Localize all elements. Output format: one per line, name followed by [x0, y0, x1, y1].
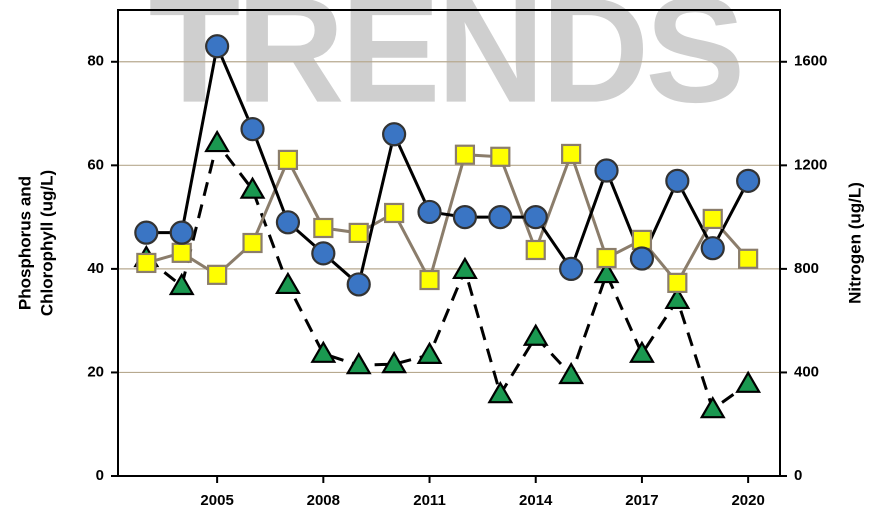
y-tick-label: 0 — [96, 467, 104, 484]
x-tick-label: 2020 — [731, 492, 764, 509]
y-tick-label: 40 — [87, 260, 104, 277]
point — [384, 202, 405, 224]
point — [561, 143, 582, 165]
point — [204, 129, 231, 153]
point — [664, 286, 691, 310]
x-tick-label: 2005 — [200, 492, 233, 509]
point — [134, 220, 159, 245]
point — [665, 168, 690, 193]
point — [136, 252, 157, 274]
point — [629, 340, 655, 363]
point — [242, 232, 263, 254]
point — [487, 380, 514, 404]
y-tick-label: 80 — [87, 53, 104, 70]
watermark: TRENDS — [149, 0, 742, 134]
point — [629, 246, 655, 271]
point — [382, 122, 407, 147]
point — [169, 220, 194, 245]
point — [522, 323, 549, 346]
point — [239, 176, 266, 199]
point — [417, 199, 442, 225]
point — [275, 210, 301, 235]
point — [207, 264, 228, 285]
point — [738, 248, 759, 269]
point — [310, 340, 337, 363]
y2-axis-label: Nitrogen (ug/L) — [845, 182, 864, 304]
y-tick-label: 60 — [87, 156, 104, 173]
y-tick-label: 20 — [87, 363, 104, 380]
y2-tick-label: 800 — [794, 260, 819, 277]
point — [702, 208, 723, 230]
point — [348, 222, 369, 244]
point — [699, 396, 726, 419]
point — [488, 205, 513, 230]
point — [381, 350, 408, 374]
point — [735, 370, 762, 393]
point — [700, 236, 725, 261]
point — [240, 116, 265, 142]
point — [593, 260, 620, 284]
point — [277, 149, 299, 170]
point — [275, 271, 301, 295]
series-line — [145, 139, 750, 412]
y-axis-label: Chlorophyll (ug/L) — [37, 170, 56, 316]
point — [454, 144, 476, 165]
point — [313, 217, 334, 239]
point — [667, 272, 688, 293]
x-tick-label: 2017 — [625, 492, 658, 509]
y2-tick-label: 400 — [794, 363, 819, 380]
x-tick-label: 2008 — [307, 492, 340, 509]
point — [168, 272, 195, 296]
point — [311, 241, 336, 266]
point — [416, 341, 443, 364]
point — [419, 269, 440, 291]
point — [523, 205, 548, 230]
point — [452, 256, 478, 280]
point — [559, 256, 584, 281]
point — [346, 272, 371, 297]
point — [171, 242, 192, 263]
point — [631, 229, 653, 250]
point — [525, 239, 546, 261]
point — [558, 361, 585, 385]
x-tick-label: 2011 — [413, 492, 446, 509]
point — [594, 158, 619, 183]
y2-tick-label: 0 — [794, 467, 802, 484]
y2-tick-label: 1200 — [794, 156, 827, 173]
series-line — [145, 149, 750, 286]
point — [205, 34, 230, 59]
point — [736, 168, 761, 193]
point — [345, 352, 372, 375]
plot-frame — [117, 9, 781, 477]
x-tick-label: 2014 — [519, 492, 553, 509]
y2-tick-label: 1600 — [794, 53, 827, 70]
point — [452, 205, 478, 230]
point — [596, 247, 617, 269]
point — [490, 146, 511, 167]
y-axis-label: Phosphorus and — [15, 176, 34, 310]
